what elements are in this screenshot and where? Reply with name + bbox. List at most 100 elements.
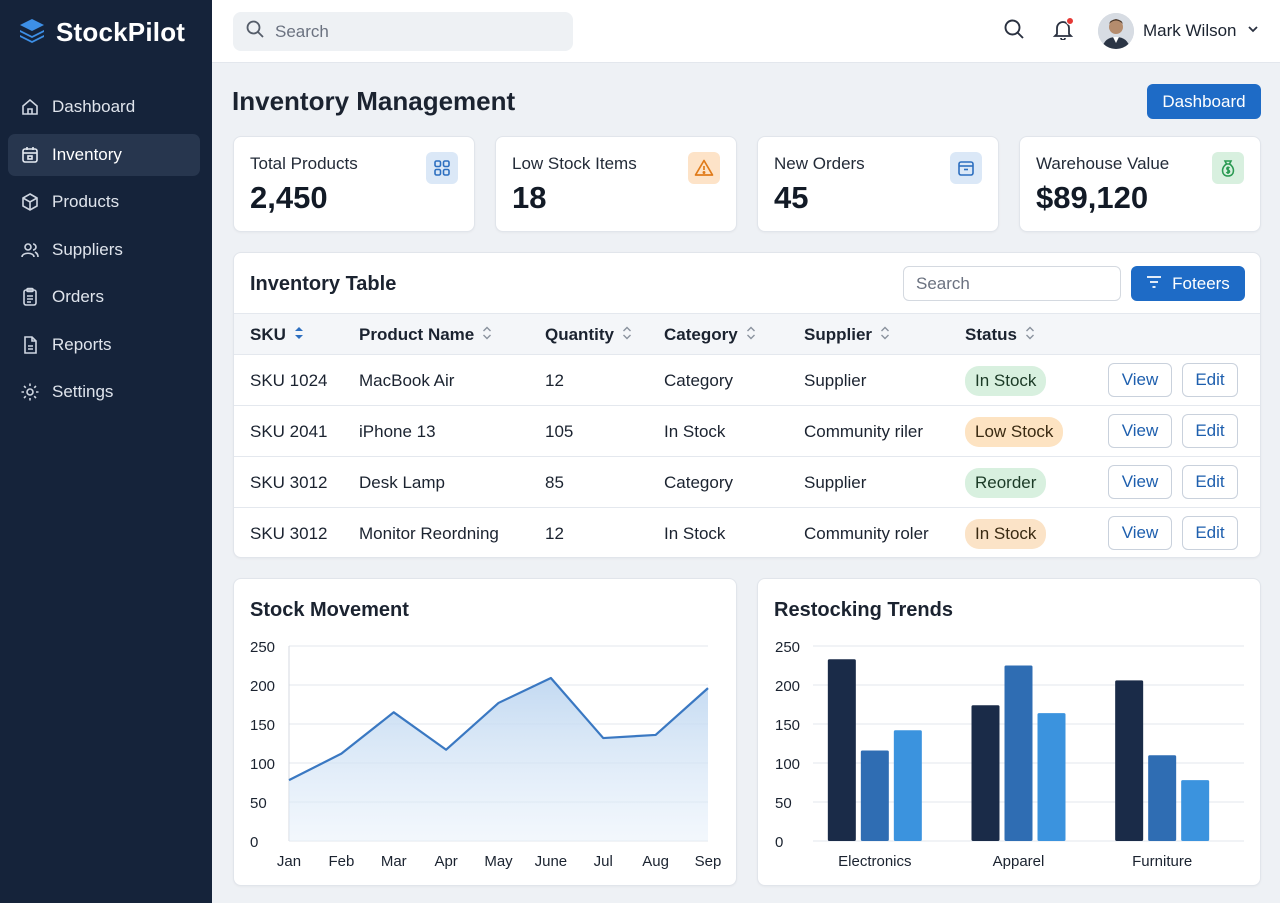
stat-label: New Orders [774, 154, 865, 173]
stat-card-low-stock: Low Stock Items 18 [495, 136, 737, 232]
x-tick-label: Jan [277, 853, 301, 870]
table-row: SKU 3012 Monitor Reordning 12 In Stock C… [234, 508, 1260, 557]
edit-button[interactable]: Edit [1182, 363, 1238, 397]
restocking-trends-card: Restocking Trends 0 50 100 150 200 250 Electro… [757, 578, 1261, 886]
status-badge: Reorder [965, 467, 1047, 498]
edit-button[interactable]: Edit [1182, 465, 1238, 499]
restocking-trends-chart: 0 50 100 150 200 250 Electronics Apparel Furnitu… [775, 639, 1244, 870]
x-tick-label: Mar [381, 853, 407, 870]
cell-category: Category [664, 370, 733, 390]
stat-label: Low Stock Items [512, 154, 637, 173]
y-tick-label: 100 [775, 756, 800, 773]
sidebar-item-orders[interactable]: Orders [8, 276, 200, 318]
sidebar-item-products[interactable]: Products [8, 181, 200, 223]
cell-supplier: Community roler [804, 523, 929, 543]
inventory-table-card: Inventory Table Foteers SKU Product Name… [233, 252, 1261, 558]
cell-product-name: iPhone 13 [359, 421, 436, 441]
cell-supplier: Supplier [804, 472, 867, 492]
y-tick-label: 200 [775, 678, 800, 695]
cell-product-name: MacBook Air [359, 370, 455, 390]
edit-button[interactable]: Edit [1182, 414, 1238, 448]
x-tick-label: June [535, 853, 568, 870]
sidebar-item-dashboard[interactable]: Dashboard [8, 86, 200, 128]
sidebar-item-inventory[interactable]: Inventory [8, 133, 200, 176]
y-tick-label: 50 [775, 795, 792, 812]
sidebar-item-label: Orders [52, 287, 104, 306]
topbar: Mark Wilson [212, 0, 1280, 63]
cell-product-name: Monitor Reordning [359, 523, 499, 543]
table-search-input[interactable] [903, 266, 1121, 301]
stat-label: Total Products [250, 154, 358, 173]
stat-value: 2,450 [250, 180, 328, 215]
filters-label: Foteers [1172, 273, 1230, 293]
view-button[interactable]: View [1108, 516, 1172, 550]
filters-button[interactable]: Foteers [1131, 266, 1245, 301]
view-button[interactable]: View [1108, 465, 1172, 499]
sidebar-item-reports[interactable]: Reports [8, 324, 200, 366]
x-tick-label: Electronics [838, 853, 911, 870]
user-menu[interactable]: Mark Wilson [1098, 12, 1260, 50]
bar [1004, 665, 1033, 841]
cell-quantity: 12 [545, 370, 564, 390]
column-header-category[interactable]: Category [664, 314, 756, 356]
column-header-quantity[interactable]: Quantity [545, 314, 632, 356]
sidebar-item-suppliers[interactable]: Suppliers [8, 229, 200, 271]
search-button[interactable] [1002, 19, 1026, 43]
x-tick-label: May [484, 853, 513, 870]
column-label: Quantity [545, 325, 614, 344]
global-search[interactable] [233, 12, 573, 51]
sort-icon [294, 325, 304, 345]
area-fill [289, 677, 708, 841]
stack-logo-icon [18, 16, 46, 49]
cell-sku: SKU 1024 [250, 370, 328, 390]
cell-sku: SKU 2041 [250, 421, 328, 441]
table-row: SKU 2041 iPhone 13 105 In Stock Communit… [234, 406, 1260, 457]
status-badge: Low Stock [965, 416, 1064, 447]
brand-logo[interactable]: StockPilot [18, 14, 185, 50]
table-title: Inventory Table [250, 273, 397, 295]
order-box-icon [950, 152, 982, 184]
column-label: Product Name [359, 325, 475, 344]
bar [860, 750, 889, 841]
table-row: SKU 1024 MacBook Air 12 Category Supplie… [234, 355, 1260, 406]
sort-icon [622, 325, 632, 345]
cell-quantity: 85 [545, 472, 564, 492]
sidebar-item-label: Settings [52, 382, 114, 401]
y-tick-label: 250 [775, 639, 800, 656]
sidebar-item-settings[interactable]: Settings [8, 371, 200, 413]
view-button[interactable]: View [1108, 414, 1172, 448]
column-header-status[interactable]: Status [965, 314, 1035, 356]
column-header-product-name[interactable]: Product Name [359, 314, 492, 356]
column-label: SKU [250, 325, 286, 344]
column-header-supplier[interactable]: Supplier [804, 314, 890, 356]
sidebar: StockPilot Dashboard Inventory Products … [0, 0, 212, 903]
notifications-button[interactable] [1051, 17, 1075, 43]
stock-movement-card: Stock Movement 0 50 100 150 200 250 Jan Feb Mar A… [233, 578, 737, 886]
x-tick-label: Jul [594, 853, 613, 870]
cell-supplier: Community riler [804, 421, 924, 441]
search-icon [1003, 18, 1025, 45]
y-tick-label: 150 [250, 717, 275, 734]
cell-sku: SKU 3012 [250, 523, 328, 543]
avatar [1098, 13, 1134, 49]
column-header-sku[interactable]: SKU [250, 314, 304, 356]
bar [893, 730, 922, 841]
stat-card-total-products: Total Products 2,450 [233, 136, 475, 232]
bar [1181, 780, 1210, 841]
status-badge: In Stock [965, 365, 1047, 396]
user-name: Mark Wilson [1143, 21, 1237, 40]
table-header: SKU Product Name Quantity Category Suppl… [234, 313, 1260, 356]
bar [827, 659, 856, 841]
view-button[interactable]: View [1108, 363, 1172, 397]
sidebar-item-label: Dashboard [52, 97, 136, 116]
filter-icon [1146, 274, 1162, 294]
y-tick-label: 0 [775, 834, 783, 851]
sort-icon [1025, 325, 1035, 345]
sidebar-item-label: Suppliers [52, 239, 123, 259]
x-tick-label: Apparel [993, 853, 1045, 870]
stat-card-new-orders: New Orders 45 [757, 136, 999, 232]
global-search-input[interactable] [275, 21, 555, 42]
edit-button[interactable]: Edit [1182, 516, 1238, 550]
bar [1115, 680, 1144, 841]
dashboard-button[interactable]: Dashboard [1147, 84, 1261, 119]
